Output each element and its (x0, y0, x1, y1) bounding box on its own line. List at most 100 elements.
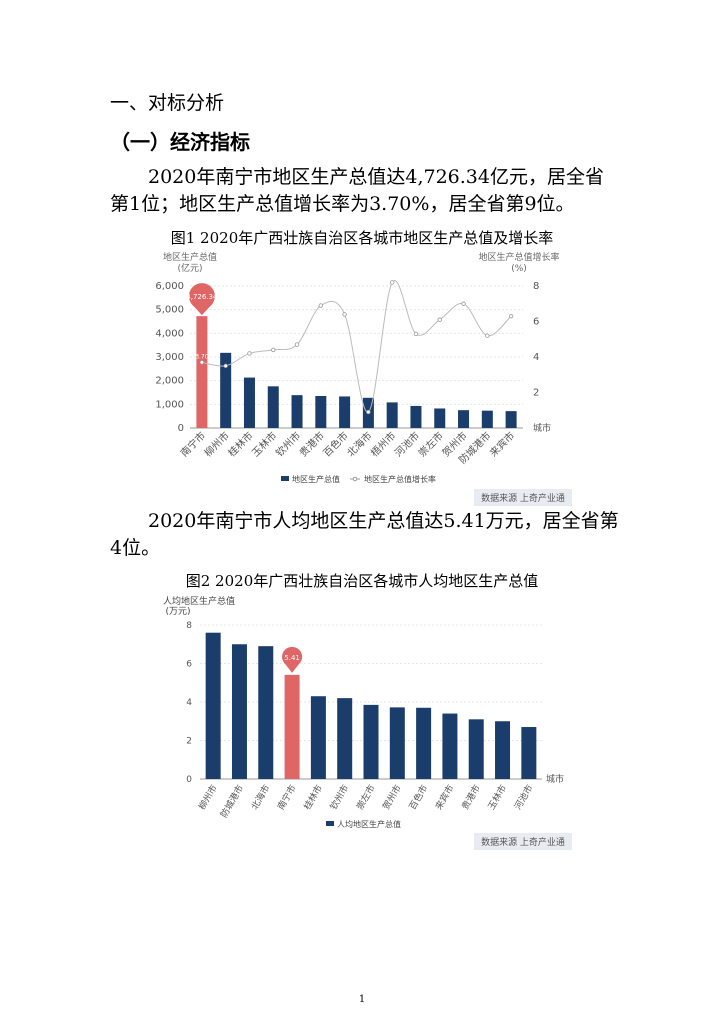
growth-point (342, 312, 347, 317)
bar (339, 396, 351, 428)
bar (416, 707, 432, 779)
x-tick-label: 玉林市 (485, 783, 509, 812)
bar (468, 719, 484, 779)
bar (389, 707, 405, 779)
x-tick-label: 来宾市 (433, 783, 457, 812)
legend-bar-label: 人均地区生产总值 (337, 819, 401, 829)
bar (505, 411, 517, 428)
legend-bar-label: 地区生产总值 (292, 474, 340, 484)
bar (337, 698, 353, 779)
section-heading: 一、对标分析 (110, 92, 225, 114)
y-tick-label: 6 (186, 660, 192, 670)
y-axis-unit: (万元) (165, 607, 190, 617)
y-tick-label: 2,000 (155, 376, 184, 387)
y-tick-label: 6,000 (155, 281, 184, 292)
bar (220, 352, 232, 428)
x-tick-label: 南宁市 (275, 783, 299, 812)
chart1-gdp-growth: 地区生产总值(亿元)地区生产总值增长率(%)01,0002,0003,0004,… (155, 251, 572, 506)
left-axis-unit: (亿元) (177, 262, 202, 274)
bar (258, 646, 274, 779)
growth-point (508, 313, 514, 319)
bar (291, 395, 303, 428)
bar (410, 405, 422, 428)
chart1-title: 图1 2020年广西壮族自治区各城市地区生产总值及增长率 (170, 229, 554, 247)
x-axis-title: 城市 (533, 422, 551, 434)
bar (315, 396, 327, 428)
y-tick-label: 8 (186, 621, 192, 631)
source-badge (474, 833, 572, 850)
x-tick-label: 崇左市 (415, 429, 445, 459)
x-tick-label: 来宾市 (487, 429, 517, 459)
growth-point (294, 342, 300, 347)
x-tick-label: 桂林市 (301, 783, 325, 812)
source-text: 数据来源 上奇产业通 (481, 492, 565, 504)
highlight-pin-text: 4,726.34 (186, 293, 218, 301)
source-badge (474, 489, 572, 506)
growth-line (201, 280, 512, 413)
y-tick-label: 4 (186, 698, 192, 708)
growth-point (366, 409, 371, 415)
bar (434, 408, 446, 428)
x-tick-label: 桂林市 (225, 429, 255, 459)
x-tick-label: 百色市 (406, 783, 430, 812)
legend-bar-swatch (281, 476, 289, 481)
paragraph-per-capita: 2020年南宁市人均地区生产总值达5.41万元，居全省第4位。 (110, 510, 619, 559)
bar (310, 696, 326, 779)
x-axis-title: 城市 (546, 773, 564, 785)
right-axis-title: 地区生产总值增长率 (478, 251, 559, 263)
growth-point (318, 303, 324, 308)
bar (458, 410, 470, 428)
right-axis-unit: (%) (511, 264, 527, 274)
highlight-pin (282, 646, 303, 667)
y-axis-title: 人均地区生产总值 (163, 595, 235, 607)
y-tick-label: 0 (186, 775, 192, 785)
bar (231, 644, 247, 779)
x-tick-label: 防城港市 (218, 783, 246, 820)
y2-tick-label: 8 (533, 281, 539, 292)
x-tick-label: 贺州市 (380, 783, 404, 812)
bar (521, 727, 537, 779)
x-tick-label: 北海市 (248, 783, 272, 812)
x-tick-label: 贵港市 (459, 783, 483, 812)
x-tick-label: 贵港市 (297, 429, 327, 459)
highlight-pin (188, 283, 215, 310)
x-tick-label: 崇左市 (354, 783, 378, 812)
growth-point (485, 333, 490, 338)
growth-point (461, 301, 466, 306)
growth-point (389, 280, 395, 285)
x-tick-label: 河池市 (512, 783, 536, 812)
bar (205, 632, 221, 779)
bar (481, 410, 493, 428)
y2-tick-label: 6 (533, 317, 539, 328)
left-axis-title: 地区生产总值 (163, 251, 217, 263)
legend-line-label: 地区生产总值增长率 (364, 474, 436, 484)
growth-point (413, 331, 419, 337)
bar (442, 713, 458, 779)
source-text: 数据来源 上奇产业通 (481, 836, 565, 848)
growth-point (199, 360, 205, 365)
bar (243, 377, 255, 428)
x-tick-label: 钦州市 (273, 429, 303, 459)
bar (386, 402, 398, 428)
y-tick-label: 2 (186, 737, 192, 747)
x-tick-label: 柳州市 (196, 783, 220, 812)
y-tick-label: 3,000 (155, 352, 184, 363)
bar (495, 721, 511, 779)
y-tick-label: 4,000 (155, 328, 184, 339)
y2-tick-label: 4 (533, 352, 539, 363)
subsection-heading: （一）经济指标 (110, 130, 250, 154)
x-tick-label: 玉林市 (249, 429, 279, 459)
growth-point (437, 317, 442, 322)
y-tick-label: 5,000 (155, 305, 184, 316)
x-tick-label: 钦州市 (327, 783, 351, 812)
x-tick-label: 北海市 (344, 429, 374, 459)
y-tick-label: 1,000 (155, 399, 184, 410)
legend-line-dot (352, 476, 358, 482)
y2-tick-label: 2 (533, 388, 539, 399)
x-tick-label: 百色市 (320, 429, 350, 459)
paragraph-gdp: 2020年南宁市地区生产总值达4,726.34亿元，居全省第1位；地区生产总值增… (110, 166, 604, 215)
bar (196, 316, 208, 428)
y-tick-label: 0 (178, 423, 184, 434)
x-tick-label: 柳州市 (201, 429, 231, 459)
